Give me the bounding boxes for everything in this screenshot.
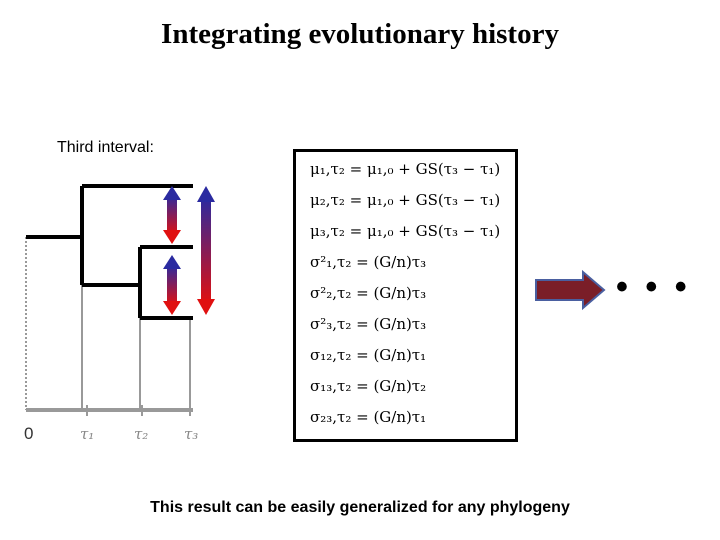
ellipsis: • • • bbox=[616, 268, 691, 306]
footer-note: This result can be easily generalized fo… bbox=[150, 499, 570, 516]
equation-covariance-23: σ₂₃,τ₂ = (G/n)τ₁ bbox=[310, 408, 427, 426]
equation-covariance-12: σ₁₂,τ₂ = (G/n)τ₁ bbox=[310, 346, 427, 364]
page-title: Integrating evolutionary history bbox=[161, 18, 559, 50]
axis-origin-label: 0 bbox=[24, 424, 34, 443]
tree-branches bbox=[26, 184, 193, 320]
interval-label: Third interval: bbox=[57, 139, 154, 156]
tick-label-tau3: τ₃ bbox=[184, 425, 199, 443]
equation-mean-1: μ₁,τ₂ = μ₁,₀ + GS(τ₃ − τ₁) bbox=[310, 160, 501, 178]
covariance-arrow-short-bottom bbox=[163, 255, 181, 315]
equation-variance-2: σ²₂,τ₂ = (G/n)τ₃ bbox=[310, 284, 427, 302]
tick-label-tau1: τ₁ bbox=[80, 425, 95, 443]
covariance-arrow-long bbox=[197, 186, 215, 315]
equation-variance-3: σ²₃,τ₂ = (G/n)τ₃ bbox=[310, 315, 427, 333]
continue-arrow-icon bbox=[535, 269, 606, 311]
equation-variance-1: σ²₁,τ₂ = (G/n)τ₃ bbox=[310, 253, 427, 271]
equation-box: μ₁,τ₂ = μ₁,₀ + GS(τ₃ − τ₁) μ₂,τ₂ = μ₁,₀ … bbox=[293, 149, 518, 442]
covariance-arrow-short-top bbox=[163, 186, 181, 244]
equation-covariance-13: σ₁₃,τ₂ = (G/n)τ₂ bbox=[310, 377, 427, 395]
equation-mean-3: μ₃,τ₂ = μ₁,₀ + GS(τ₃ − τ₁) bbox=[310, 222, 501, 240]
equation-mean-2: μ₂,τ₂ = μ₁,₀ + GS(τ₃ − τ₁) bbox=[310, 191, 501, 209]
tick-label-tau2: τ₂ bbox=[134, 425, 149, 443]
